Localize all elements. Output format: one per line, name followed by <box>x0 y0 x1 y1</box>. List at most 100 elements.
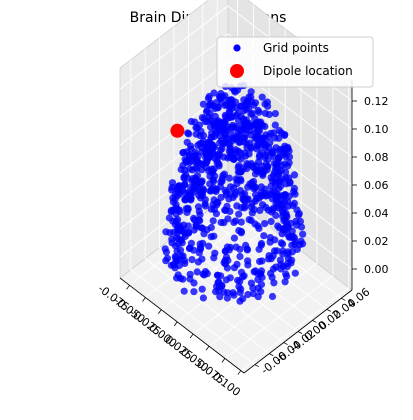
grid-point <box>250 177 258 186</box>
grid-point <box>247 110 255 118</box>
grid-point <box>251 170 260 178</box>
grid-point <box>237 229 245 237</box>
grid-point <box>223 294 231 302</box>
grid-point <box>175 183 183 191</box>
y-tick-mark <box>326 309 331 312</box>
z-tick-label: 0.10 <box>364 123 389 136</box>
grid-point <box>250 268 258 276</box>
grid-point <box>198 177 206 185</box>
grid-point <box>282 209 290 217</box>
grid-point <box>232 175 240 183</box>
grid-point <box>190 288 198 296</box>
grid-point <box>282 270 290 278</box>
legend-label-dipole-location: Dipole location <box>263 64 353 78</box>
grid-point <box>195 249 203 257</box>
grid-point <box>273 164 281 172</box>
grid-point <box>180 181 189 189</box>
grid-point <box>261 185 269 193</box>
grid-point <box>206 172 214 180</box>
legend: Grid points Dipole location <box>216 36 374 88</box>
grid-point <box>199 270 207 278</box>
grid-point <box>236 252 244 261</box>
grid-point <box>181 232 189 240</box>
grid-point <box>251 134 259 142</box>
grid-point <box>248 209 256 217</box>
grid-point <box>214 152 222 160</box>
legend-label-grid-points: Grid points <box>263 41 329 55</box>
grid-point <box>244 290 252 299</box>
x-tick-mark <box>173 321 178 327</box>
grid-point <box>255 158 263 166</box>
grid-point <box>261 220 269 228</box>
grid-point <box>251 183 259 191</box>
grid-point <box>203 106 211 114</box>
grid-point <box>226 207 234 216</box>
grid-point <box>185 244 194 252</box>
grid-point <box>213 271 222 279</box>
grid-point <box>205 138 214 147</box>
grid-point <box>206 153 214 161</box>
grid-point <box>293 206 301 214</box>
grid-point <box>242 241 250 249</box>
y-tick-mark <box>269 353 274 356</box>
z-tick-label: 0.06 <box>364 179 389 192</box>
grid-point <box>227 124 235 132</box>
grid-point <box>218 127 227 135</box>
grid-point <box>269 252 277 260</box>
grid-point <box>241 149 249 157</box>
grid-point <box>171 190 180 198</box>
grid-point <box>226 101 234 109</box>
grid-point <box>260 232 268 240</box>
grid-point <box>188 157 196 165</box>
grid-point <box>207 223 215 232</box>
grid-point <box>162 257 170 265</box>
x-tick-mark <box>205 345 210 351</box>
grid-point <box>255 108 263 116</box>
grid-point <box>187 142 195 150</box>
z-tick-label: 0.12 <box>364 95 389 108</box>
grid-point <box>236 168 244 176</box>
grid-point <box>288 227 296 235</box>
grid-point <box>243 165 251 173</box>
grid-point <box>226 243 234 251</box>
grid-point <box>212 187 220 196</box>
grid-point <box>194 203 203 211</box>
grid-point <box>284 162 292 170</box>
grid-point <box>217 218 225 227</box>
x-tick-mark <box>221 358 226 363</box>
grid-point <box>268 273 276 281</box>
grid-point <box>251 121 259 129</box>
grid-point <box>168 179 177 187</box>
grid-point <box>237 218 245 226</box>
grid-point <box>236 245 244 253</box>
grid-point <box>234 147 242 155</box>
grid-point <box>275 127 283 135</box>
grid-point <box>176 274 184 282</box>
grid-point <box>222 253 231 261</box>
grid-point <box>168 239 176 247</box>
grid-point <box>198 224 206 232</box>
grid-point <box>293 221 301 229</box>
grid-point <box>195 216 203 224</box>
grid-line-y <box>159 37 284 343</box>
grid-point <box>210 232 218 240</box>
grid-point <box>281 278 289 286</box>
grid-point <box>229 155 237 163</box>
grid-point <box>205 113 213 121</box>
grid-point <box>268 195 276 203</box>
grid-point <box>214 198 222 207</box>
x-tick-mark <box>158 309 162 314</box>
grid-point <box>195 187 204 195</box>
grid-point <box>234 276 242 284</box>
grid-point <box>177 252 185 260</box>
grid-point <box>229 289 237 297</box>
grid-point <box>208 165 216 173</box>
z-tick-label: 0.04 <box>364 207 389 220</box>
grid-point <box>181 155 189 163</box>
grid-point <box>186 165 194 173</box>
grid-point <box>240 204 248 212</box>
legend-marker-grid-points <box>233 44 241 52</box>
grid-point <box>279 262 287 270</box>
grid-point <box>176 246 185 254</box>
grid-point <box>191 151 200 159</box>
